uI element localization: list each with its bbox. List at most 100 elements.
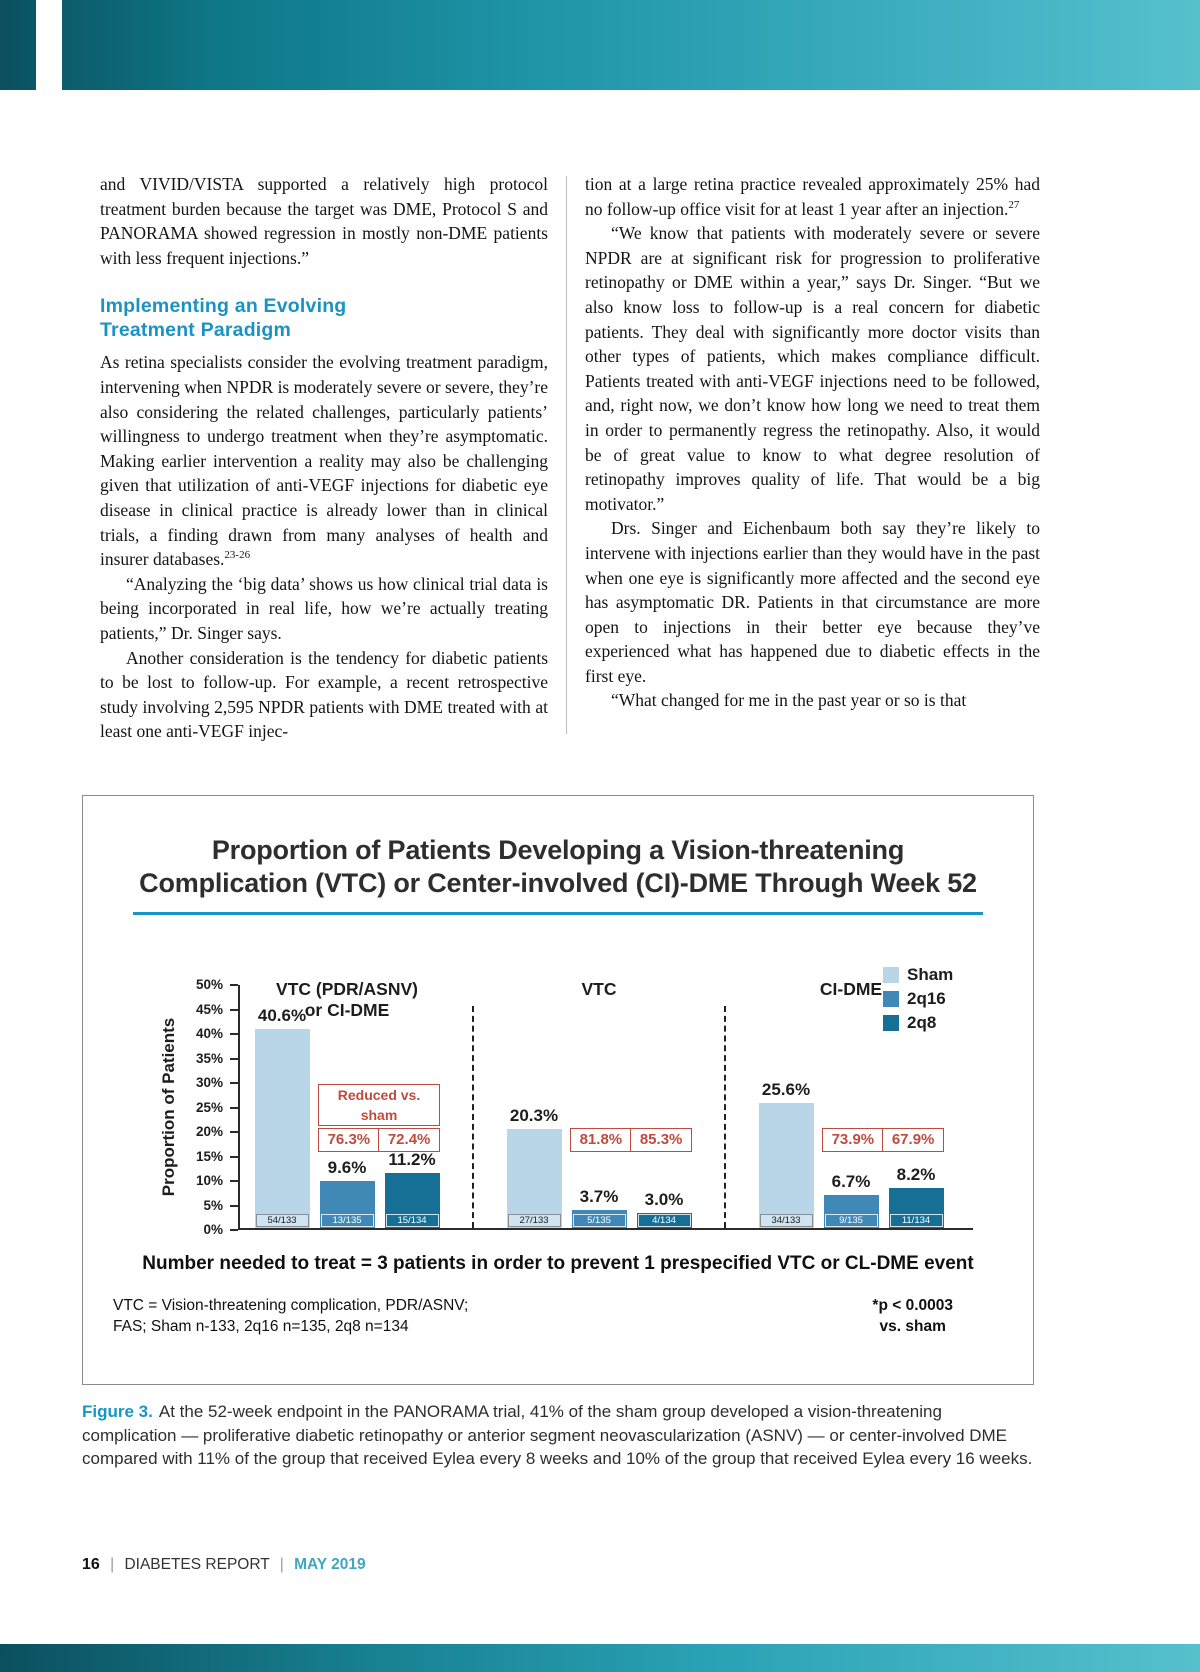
footnote-right: *p < 0.0003 vs. sham xyxy=(872,1295,953,1337)
y-tick-mark xyxy=(230,984,238,986)
y-tick-mark xyxy=(230,1204,238,1207)
y-tick-label: 40% xyxy=(195,1026,223,1041)
group-label: CI-DME xyxy=(820,979,882,1000)
y-tick-label: 35% xyxy=(195,1050,223,1066)
bar-2q8: 8.2% 11/134 xyxy=(888,1165,944,1228)
bar-sham: 40.6% 54/133 xyxy=(254,1006,310,1228)
group-label-line: CI-DME xyxy=(819,979,883,999)
legend-label: 2q8 xyxy=(907,1013,937,1032)
publication-name: DIABETES REPORT xyxy=(124,1556,270,1573)
bar-2q8: 11.2% 15/134 xyxy=(384,1150,440,1228)
reduction-value: 76.3% xyxy=(318,1128,380,1152)
chart-title: Proportion of Patients Developing a Visi… xyxy=(83,834,1033,900)
y-tick-mark xyxy=(230,1082,238,1084)
y-tick-mark xyxy=(230,1229,238,1231)
bar-value-label: 25.6% xyxy=(761,1079,811,1099)
reduction-row: 76.3% 72.4% xyxy=(318,1128,440,1152)
group-label-line: VTC (PDR/ASNV) xyxy=(276,979,418,999)
paragraph: “What changed for me in the past year or… xyxy=(611,690,967,711)
paragraph: and VIVID/VISTA supported a relatively h… xyxy=(100,174,548,268)
footer-separator: | xyxy=(110,1556,115,1573)
y-tick-label: 50% xyxy=(195,976,223,992)
bar-n-label: 11/134 xyxy=(889,1214,943,1227)
legend-item: 2q8 xyxy=(883,1013,953,1033)
bar-n-label: 15/134 xyxy=(385,1214,439,1227)
group-separator xyxy=(472,1006,474,1228)
y-tick-mark xyxy=(230,1106,238,1109)
bar-value-label: 9.6% xyxy=(327,1157,367,1177)
y-tick-mark xyxy=(230,1131,238,1133)
y-tick-label: 45% xyxy=(195,1001,223,1017)
bar-2q16: 9.6% 13/135 xyxy=(319,1158,375,1228)
issue-date: MAY 2019 xyxy=(294,1556,366,1573)
paragraph-text: As retina specialists consider the evolv… xyxy=(100,352,548,570)
legend-label: Sham xyxy=(907,965,954,984)
bar-n-label: 5/135 xyxy=(572,1214,626,1227)
chart-footnotes: VTC = Vision-threatening complication, P… xyxy=(83,1295,1033,1337)
bar-value-label: 6.7% xyxy=(831,1172,871,1192)
y-tick-label: 10% xyxy=(195,1173,223,1188)
bottom-banner xyxy=(0,1644,1200,1672)
legend-item: 2q16 xyxy=(883,989,953,1009)
bar-group: CI-DME 25.6% 34/133 6.7% 9/135 8.2% 11/134 73.9… xyxy=(756,979,946,1228)
y-tick-label: 5% xyxy=(203,1197,223,1213)
left-column: and VIVID/VISTA supported a relatively h… xyxy=(100,172,548,744)
paragraph-text: tion at a large retina practice revealed… xyxy=(585,174,1040,219)
footnote-left: VTC = Vision-threatening complication, P… xyxy=(113,1295,468,1337)
y-tick-mark xyxy=(230,1057,238,1060)
chart-canvas: Proportion of Patients VTC (PDR/ASNV) or … xyxy=(83,965,1033,1237)
group-separator xyxy=(724,1006,726,1228)
reference-marker: 27 xyxy=(1008,198,1020,211)
paragraph: As retina specialists consider the evolv… xyxy=(100,350,548,571)
bar-value-label: 11.2% xyxy=(388,1150,436,1170)
top-banner xyxy=(0,0,1200,90)
page-number: 16 xyxy=(82,1556,100,1573)
chart-title-line: Proportion of Patients Developing a Visi… xyxy=(211,835,905,865)
chart-legend: Sham 2q16 2q8 xyxy=(883,965,953,1037)
bar-n-label: 27/133 xyxy=(507,1214,561,1227)
bar-sham: 25.6% 34/133 xyxy=(758,1080,814,1228)
y-tick-mark xyxy=(230,1033,238,1035)
bar-value-label: 40.6% xyxy=(257,1006,307,1026)
bar-2q8: 3.0% 4/134 xyxy=(636,1190,692,1228)
section-heading: Implementing an Evolving Treatment Parad… xyxy=(100,294,548,342)
bar-2q16: 6.7% 9/135 xyxy=(823,1172,879,1228)
group-label-line: or CI-DME xyxy=(304,1000,390,1020)
footer-separator: | xyxy=(279,1556,284,1573)
bar-2q16: 3.7% 5/135 xyxy=(571,1187,627,1228)
y-tick-mark xyxy=(230,1155,238,1158)
reduction-value: 72.4% xyxy=(378,1128,440,1152)
bar-n-label: 9/135 xyxy=(824,1214,878,1227)
banner-white-slit xyxy=(36,0,62,90)
bar-n-label: 34/133 xyxy=(759,1214,813,1227)
y-tick-label: 20% xyxy=(195,1124,223,1139)
legend-item: Sham xyxy=(883,965,953,985)
footnote-line: FAS; Sham n-133, 2q16 n=135, 2q8 n=134 xyxy=(113,1318,409,1335)
bar-value-label: 3.0% xyxy=(644,1190,684,1210)
paragraph: Another consideration is the tendency fo… xyxy=(100,647,548,742)
column-divider xyxy=(566,176,567,734)
bar-group: VTC (PDR/ASNV) or CI-DME 40.6% 54/133 9.6% 13… xyxy=(252,979,442,1228)
page-footer: 16 | DIABETES REPORT | MAY 2019 xyxy=(82,1556,366,1574)
bar-value-label: 3.7% xyxy=(579,1186,619,1206)
reduction-row: 73.9% 67.9% xyxy=(822,1128,944,1152)
y-tick-mark xyxy=(230,1008,238,1011)
y-tick-label: 15% xyxy=(195,1148,223,1164)
heading-line: Implementing an Evolving xyxy=(100,295,347,318)
y-tick-label: 25% xyxy=(195,1099,223,1115)
reduction-row: 81.8% 85.3% xyxy=(570,1128,692,1152)
legend-swatch xyxy=(883,967,899,983)
legend-swatch xyxy=(883,991,899,1007)
figure-caption-label: Figure 3. xyxy=(82,1402,153,1421)
paragraph: Drs. Singer and Eichenbaum both say they… xyxy=(585,518,1040,686)
article-columns: and VIVID/VISTA supported a relatively h… xyxy=(100,172,1040,744)
y-tick-label: 30% xyxy=(195,1075,223,1090)
figure-caption: Figure 3. At the 52-week endpoint in the … xyxy=(82,1400,1034,1471)
reference-marker: 23-26 xyxy=(224,549,251,562)
legend-swatch xyxy=(883,1015,899,1031)
group-label: VTC (PDR/ASNV) or CI-DME xyxy=(276,979,418,1021)
reduction-value: 73.9% xyxy=(822,1128,884,1152)
footnote-line: *p < 0.0003 xyxy=(872,1297,953,1314)
legend-label: 2q16 xyxy=(907,989,946,1008)
group-label: VTC xyxy=(582,979,617,1000)
